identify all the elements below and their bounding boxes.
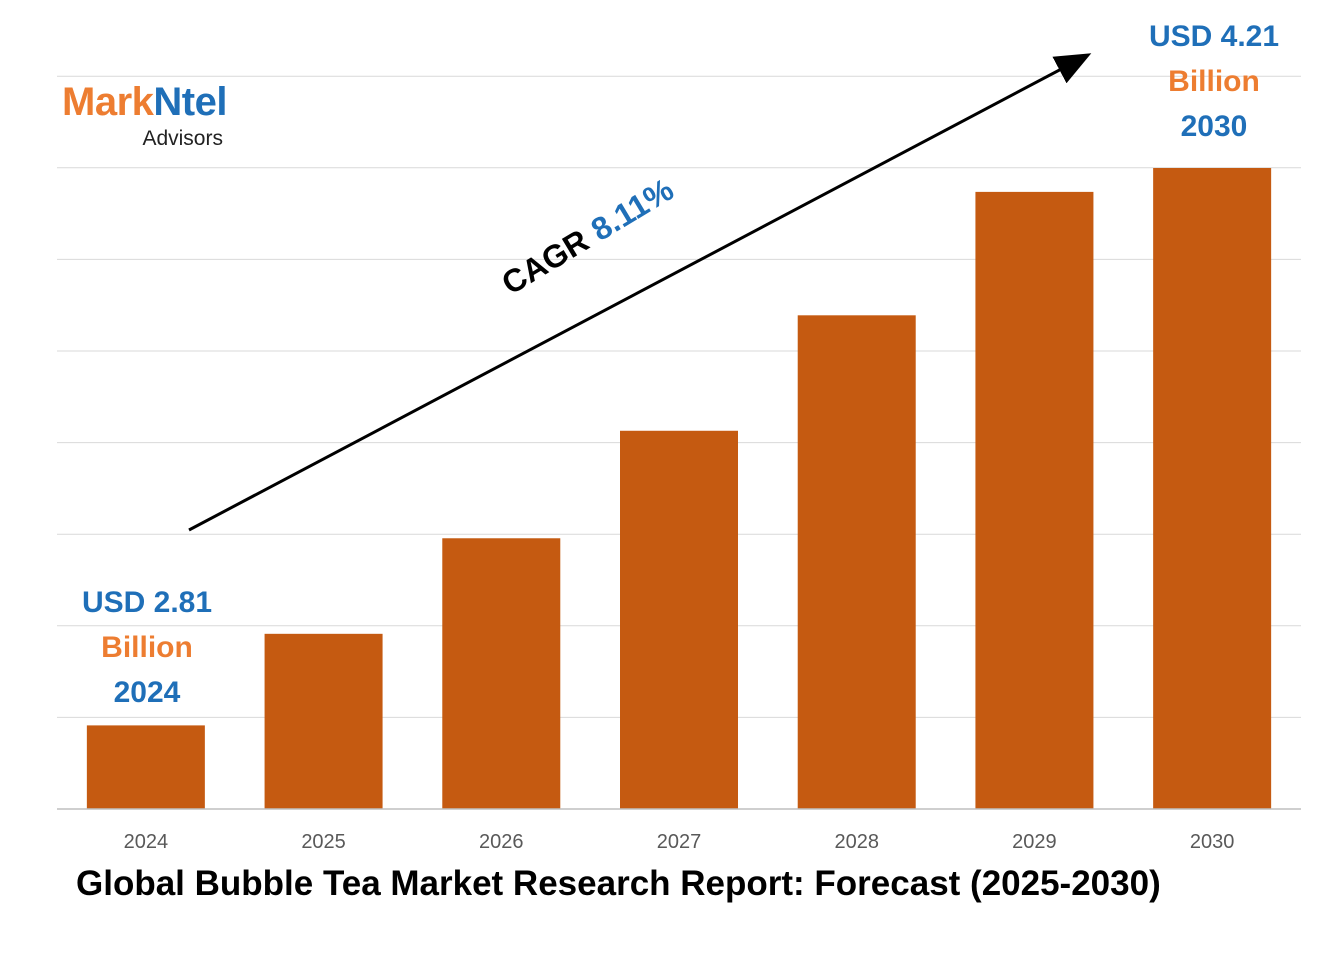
logo-brand-part1: Mark	[62, 80, 154, 124]
x-tick-label: 2030	[1190, 831, 1235, 853]
end-amount: USD 4.21	[1148, 20, 1280, 53]
logo-subtitle: Advisors	[142, 127, 223, 150]
bar-2029	[975, 191, 1094, 810]
x-tick-label: 2029	[1012, 831, 1057, 853]
x-tick-label: 2025	[301, 831, 346, 853]
start-value-callout: USD 2.81 Billion 2024	[57, 580, 237, 715]
logo-brand-part2: Ntel	[153, 80, 227, 124]
start-unit: Billion	[101, 631, 193, 664]
bar-2026	[442, 538, 561, 809]
bar-2030	[1153, 168, 1272, 809]
bar-2024	[86, 725, 205, 809]
marknetl-logo: MarkNtel Advisors	[62, 80, 227, 151]
bar-2027	[620, 430, 738, 809]
x-tick-label: 2028	[834, 831, 879, 853]
x-tick-label: 2024	[124, 831, 169, 853]
chart-title: Global Bubble Tea Market Research Report…	[76, 864, 1161, 903]
bar-2025	[264, 633, 383, 809]
start-amount: USD 2.81	[81, 586, 213, 619]
end-unit: Billion	[1168, 65, 1260, 98]
start-year: 2024	[113, 676, 181, 709]
end-value-callout: USD 4.21 Billion 2030	[1124, 14, 1304, 149]
x-tick-label: 2026	[479, 831, 524, 853]
bars	[86, 168, 1272, 810]
x-axis-tick-labels: 2024 2025 2026 2027 2028 2029 2030	[124, 831, 1235, 853]
x-tick-label: 2027	[657, 831, 702, 853]
end-year: 2030	[1180, 110, 1248, 143]
bar-2028	[797, 315, 916, 809]
cagr-arrow	[188, 53, 1092, 532]
